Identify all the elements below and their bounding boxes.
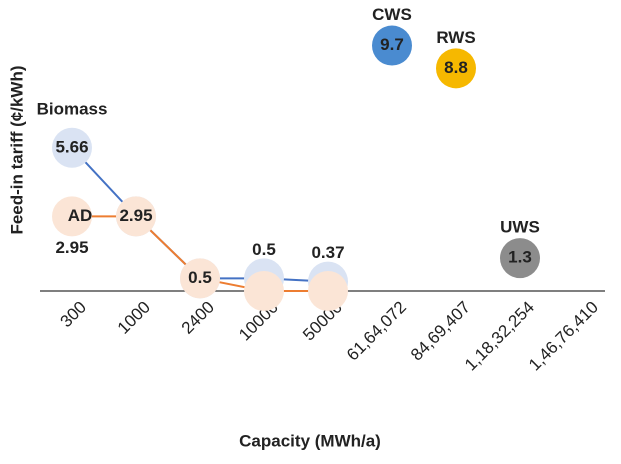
series-label: Biomass [37, 99, 108, 118]
data-label: 2.95 [55, 238, 88, 257]
x-tick-label: 84,69,407 [407, 298, 474, 365]
point-marker [52, 196, 92, 237]
series-label: RWS [436, 28, 475, 47]
series-label: AD [68, 206, 93, 225]
x-tick-label: 2400 [178, 298, 218, 338]
point-marker [116, 196, 156, 237]
point-marker [52, 127, 92, 168]
data-label: 1.3 [508, 248, 532, 267]
x-tick-label: 1,46,76,410 [525, 298, 602, 375]
point-marker [372, 25, 412, 66]
x-tick-label: 1000 [114, 298, 154, 338]
data-label: 9.7 [380, 35, 404, 54]
data-label: 2.95 [119, 206, 152, 225]
data-label: 5.66 [55, 137, 88, 156]
data-label: 8.8 [444, 58, 468, 77]
x-tick-label: 61,64,072 [343, 298, 410, 365]
data-label: 0.37 [311, 243, 344, 262]
data-label: 0.5 [252, 240, 276, 259]
point-marker [308, 271, 348, 311]
point-marker [436, 48, 476, 89]
y-axis-title: Feed-in tariff (¢/kWh) [7, 65, 26, 234]
x-axis-title: Capacity (MWh/a) [239, 431, 381, 450]
point-marker [500, 238, 540, 279]
series-label: CWS [372, 5, 412, 24]
series-label: UWS [500, 218, 540, 237]
point-marker [180, 258, 220, 299]
x-tick-label: 300 [57, 298, 90, 331]
data-label: 0.5 [188, 268, 212, 287]
point-marker [244, 271, 284, 311]
